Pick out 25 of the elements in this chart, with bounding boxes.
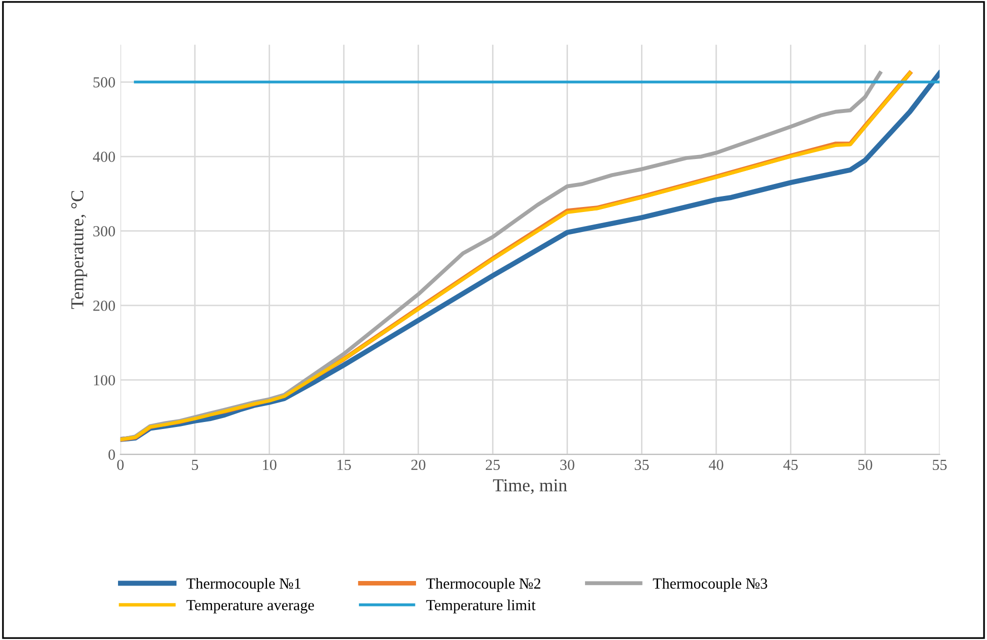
x-tick-label: 30: [560, 460, 574, 470]
legend-label: Thermocouple №1: [186, 578, 300, 592]
y-tick-label: 100: [94, 375, 115, 386]
x-tick-label: 35: [634, 460, 649, 470]
x-tick-label: 5: [192, 460, 198, 470]
x-tick-label: 50: [858, 460, 872, 470]
x-tick-label: 0: [117, 460, 124, 470]
x-tick-label: 20: [411, 460, 426, 470]
x-axis-title: Time, min: [493, 479, 568, 494]
x-tick-label: 15: [338, 460, 351, 470]
legend-label: Temperature average: [186, 600, 314, 614]
y-tick-label: 400: [92, 152, 115, 162]
y-tick-label: 0: [108, 450, 115, 460]
x-tick-label: 10: [263, 460, 276, 470]
x-tick-label: 55: [932, 460, 947, 470]
y-tick-label: 200: [93, 300, 115, 311]
y-axis-title: Temperature, °C: [71, 190, 88, 309]
x-tick-label: 45: [783, 460, 798, 470]
x-tick-label: 25: [486, 460, 500, 470]
legend-label: Thermocouple №2: [426, 578, 540, 592]
x-tick-label: 40: [708, 460, 724, 470]
y-tick-label: 500: [94, 77, 115, 88]
legend-label: Temperature limit: [426, 600, 536, 614]
y-tick-label: 300: [93, 226, 115, 236]
legend-label: Thermocouple №3: [652, 578, 768, 592]
